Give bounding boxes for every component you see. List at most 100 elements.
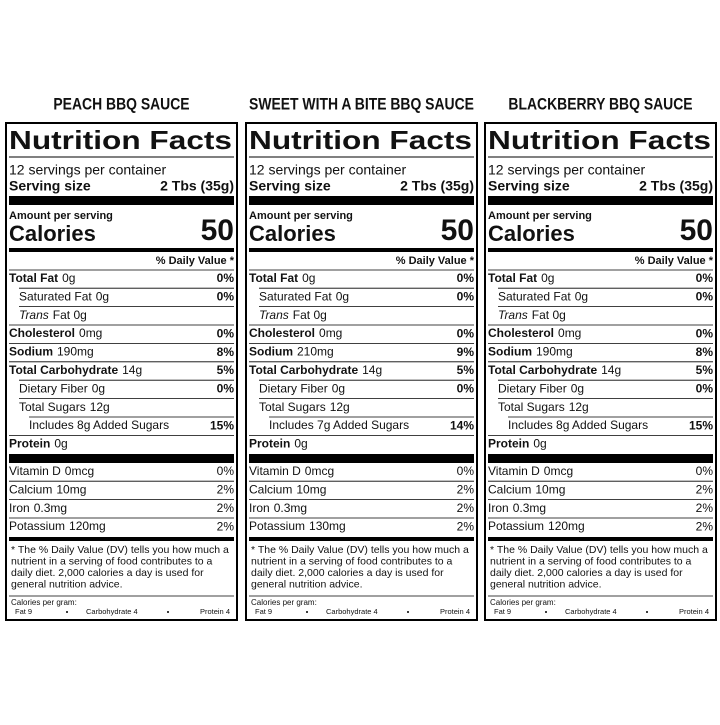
nutrient-row: Total Sugars 12g [19, 400, 110, 414]
footnote-line: daily diet. 2,000 calories a day is used… [251, 567, 444, 579]
thick-bar [9, 454, 234, 463]
calories: 50 [680, 214, 713, 247]
nutrient-amount: 0.3mg [513, 501, 546, 515]
nutrient-row: Total Sugars 12g [259, 400, 350, 414]
thick-bar [249, 196, 474, 205]
nutrient-name: Includes 7g Added Sugars [269, 418, 409, 432]
nutrient-name: Cholesterol [9, 326, 75, 340]
nutrient-amount: 14g [601, 363, 621, 377]
nutrient-name: Total Sugars [498, 400, 565, 414]
nutrition-label: BLACKBERRY BBQ SAUCE Nutrition Facts 12 se… [484, 95, 717, 621]
nutrient-name: Trans [498, 308, 528, 322]
nutrient-amount: 190mg [57, 345, 94, 359]
nutrient-amount: 0g [302, 271, 315, 285]
nutrient-name: Saturated Fat [19, 290, 92, 304]
footnote-line: nutrient in a serving of food contribute… [490, 555, 692, 567]
nutrition-label: PEACH BBQ SAUCE Nutrition Facts 12 serving… [5, 95, 238, 621]
nutrient-row: Potassium 120mg [9, 519, 106, 533]
nutrient-name: Total Carbohydrate [9, 363, 118, 377]
calories: 50 [201, 214, 234, 247]
calories-per-gram: Calories per gram: [490, 598, 556, 607]
carbohydrate-per-gram: Carbohydrate 4 [86, 607, 138, 616]
nutrient-amount: 0mcg [544, 464, 573, 478]
nutrient-amount: 0mcg [305, 464, 334, 478]
nutrient-amount: 0g [294, 437, 307, 451]
footnote-line: daily diet. 2,000 calories a day is used… [11, 567, 204, 579]
nutrient-name: Dietary Fiber [498, 382, 567, 396]
daily-value: 0% [457, 382, 475, 396]
nutrient-name: Total Sugars [19, 400, 86, 414]
daily-value: 14% [450, 418, 474, 432]
daily-value: 2% [696, 501, 714, 515]
daily-value: 2% [457, 483, 475, 497]
nutrient-row: Calcium 10mg [488, 483, 565, 497]
nutrient-row: Saturated Fat 0g [259, 290, 349, 304]
calories-per-gram: Calories per gram: [251, 598, 317, 607]
daily-value: 8% [217, 345, 235, 359]
daily-value: 5% [457, 363, 475, 377]
daily-value: 0% [457, 290, 475, 304]
nutrient-name: Calcium [488, 483, 531, 497]
medium-bar [9, 248, 234, 252]
nutrient-row: Calcium 10mg [9, 483, 86, 497]
nutrient-row: Total Carbohydrate 14g [488, 363, 621, 377]
nutrient-amount: 120mg [69, 519, 106, 533]
amount-per-serving: Amount per serving [249, 210, 353, 222]
footnote-line: * The % Daily Value (DV) tells you how m… [490, 544, 708, 556]
nutrient-name: Total Fat [9, 271, 58, 285]
thick-bar [488, 454, 713, 463]
daily-value: 15% [689, 418, 713, 432]
nutrition-label: SWEET WITH A BITE BBQ SAUCE Nutrition Fac… [245, 95, 478, 621]
footnote-line: * The % Daily Value (DV) tells you how m… [11, 544, 229, 556]
nutrient-row: Includes 8g Added Sugars [29, 418, 169, 432]
servings: 12 servings per container [9, 162, 167, 178]
daily-value: 0% [457, 271, 475, 285]
nutrient-amount: 0g [571, 382, 584, 396]
medium-bar [9, 537, 234, 541]
bullet [646, 611, 648, 613]
bullet [167, 611, 169, 613]
footnote-line: nutrient in a serving of food contribute… [11, 555, 213, 567]
nutrient-row: Cholesterol 0mg [249, 326, 342, 340]
footnote-line: * The % Daily Value (DV) tells you how m… [251, 544, 469, 556]
nutrient-amount: 0g [332, 382, 345, 396]
bullet [545, 611, 547, 613]
label-title: Nutrition Facts [249, 125, 472, 155]
nutrient-name: Sodium [488, 345, 532, 359]
daily-value: 0% [696, 382, 714, 396]
label-box [245, 122, 478, 621]
nutrient-amount: 0g [92, 382, 105, 396]
label-title: Nutrition Facts [9, 125, 232, 155]
nutrient-row: Total Fat 0g [488, 271, 554, 285]
daily-value: 2% [457, 519, 475, 533]
serving-size-label: Serving size [488, 178, 570, 194]
nutrient-row: Total Sugars 12g [498, 400, 589, 414]
nutrient-amount: 12g [90, 400, 110, 414]
fat-per-gram: Fat 9 [255, 607, 272, 616]
serving-size-label: Serving size [9, 178, 91, 194]
nutrient-row: Dietary Fiber 0g [19, 382, 105, 396]
calories-label: Calories [249, 221, 336, 246]
nutrient-amount: 10mg [535, 483, 565, 497]
daily-value: 2% [457, 501, 475, 515]
medium-bar [249, 248, 474, 252]
nutrient-row: Includes 8g Added Sugars [508, 418, 648, 432]
nutrient-name: Vitamin D [488, 464, 540, 478]
fat-per-gram: Fat 9 [15, 607, 32, 616]
amount-per-serving: Amount per serving [9, 210, 113, 222]
fat-per-gram: Fat 9 [494, 607, 511, 616]
nutrient-row: Protein 0g [249, 437, 308, 451]
carbohydrate-per-gram: Carbohydrate 4 [326, 607, 378, 616]
daily-value: 0% [217, 382, 235, 396]
label-box [484, 122, 717, 621]
daily-value: 2% [217, 483, 235, 497]
medium-bar [488, 248, 713, 252]
calories: 50 [441, 214, 474, 247]
nutrient-name: Dietary Fiber [259, 382, 328, 396]
daily-value: 9% [457, 345, 475, 359]
bullet [306, 611, 308, 613]
nutrient-name: Trans [259, 308, 289, 322]
nutrient-row: Iron 0.3mg [249, 501, 307, 515]
nutrient-row: Dietary Fiber 0g [498, 382, 584, 396]
